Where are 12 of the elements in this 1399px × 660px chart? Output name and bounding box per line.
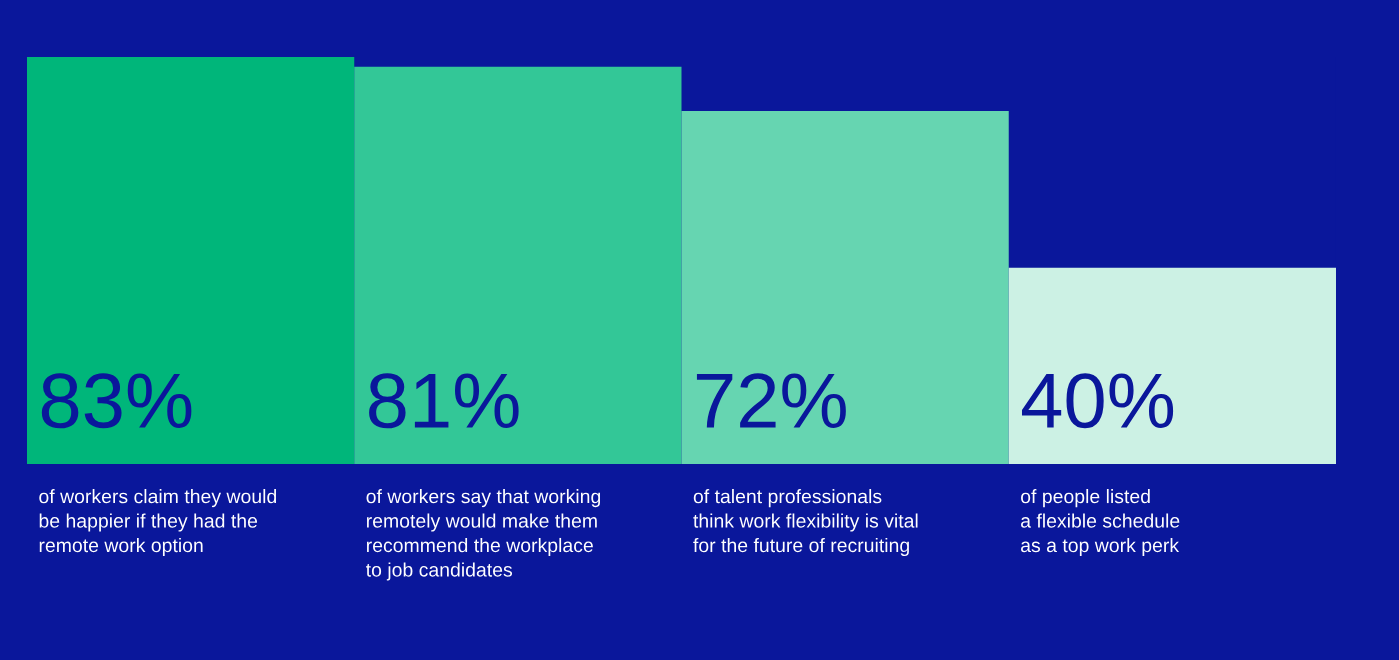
x-tick-label: of workers claim they would be happier if they had the remote work option <box>39 489 277 557</box>
bar <box>681 110 1009 464</box>
data-label: 81% <box>369 373 519 429</box>
bar <box>354 66 682 464</box>
data-label: 72% <box>696 373 846 428</box>
bar <box>27 57 355 464</box>
x-tick-label: of people listed a flexible schedule as a top work perk <box>1021 489 1180 557</box>
x-tick-label: of talent professionals think work flexibility is vital for the future of recruiting <box>693 489 918 557</box>
data-label: 40% <box>1021 373 1174 429</box>
bar <box>1008 267 1336 464</box>
x-tick-label: of workers say that working remotely would make them recommend the workplace to job candidates <box>366 489 601 581</box>
data-label: 83% <box>41 373 192 429</box>
